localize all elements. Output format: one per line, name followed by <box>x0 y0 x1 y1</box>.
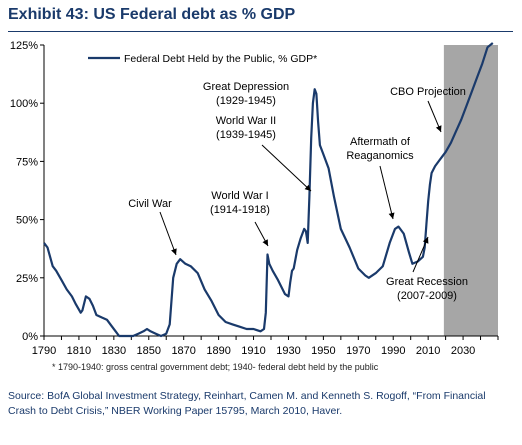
x-tick-label: 1850 <box>137 345 161 357</box>
arrow-great-recession-head <box>422 237 429 244</box>
x-tick-label: 1830 <box>102 345 126 357</box>
arrow-world-war-i-head <box>262 239 268 246</box>
series-layer <box>43 42 494 338</box>
arrow-reaganomics-head <box>388 212 395 219</box>
y-tick-label: 25% <box>16 273 38 285</box>
x-tick-label: 2030 <box>451 345 475 357</box>
axes: 0% 25% 50% 75% 100% 125% 1790 1810 1830 1850 1870 1… <box>10 40 499 357</box>
annotation-great-depression: Great Depression (1929-1945) <box>203 81 289 107</box>
x-tick-label: 1970 <box>346 345 370 357</box>
annotation-cbo-projection: CBO Projection <box>390 86 466 98</box>
x-tick-label: 1790 <box>32 345 56 357</box>
chart-title: Exhibit 43: US Federal debt as % GDP <box>8 6 296 23</box>
legend: Federal Debt Held by the Public, % GDP* <box>88 53 317 65</box>
annotations: Civil War World War I (1914-1918) Great Dep… <box>128 81 468 302</box>
annotation-world-war-i: World War I (1914-1918) <box>210 190 270 216</box>
legend-label: Federal Debt Held by the Public, % GDP* <box>124 53 317 65</box>
y-tick-label: 0% <box>22 331 38 343</box>
x-tick-label: 1870 <box>171 345 195 357</box>
x-tick-label: 1910 <box>241 345 265 357</box>
source-note: Source: BofA Global Investment Strategy,… <box>8 390 486 417</box>
title-divider <box>8 31 513 32</box>
x-tick-label: 1950 <box>311 345 335 357</box>
y-tick-label: 100% <box>10 98 38 110</box>
arrow-great-recession <box>412 236 429 273</box>
y-tick-label: 125% <box>10 40 38 52</box>
debt-chart: 0% 25% 50% 75% 100% 125% 1790 1810 1830 1850 1870 1… <box>10 40 499 357</box>
x-tick-label: 1990 <box>381 345 405 357</box>
arrow-cbo-projection-head <box>435 125 442 132</box>
arrow-reaganomics <box>379 165 394 220</box>
y-tick-label: 75% <box>16 156 38 168</box>
footnote: * 1790-1940: gross central government de… <box>52 362 379 372</box>
arrow-world-war-ii <box>261 144 312 192</box>
x-tick-label: 2010 <box>416 345 440 357</box>
x-tick-label: 1810 <box>67 345 91 357</box>
y-tick-label: 50% <box>16 215 38 227</box>
annotation-world-war-ii: World War II (1939-1945) <box>216 115 277 141</box>
x-tick-label: 1890 <box>206 345 230 357</box>
annotation-reaganomics: Aftermath of Reaganomics <box>346 136 414 162</box>
arrow-world-war-ii-head <box>304 184 311 191</box>
arrow-civil-war-head <box>171 248 177 255</box>
series-line-federal-debt <box>43 42 494 338</box>
x-tick-label: 1930 <box>276 345 300 357</box>
annotation-civil-war: Civil War <box>128 198 172 210</box>
arrow-civil-war <box>159 211 177 256</box>
annotation-great-recession: Great Recession (2007-2009) <box>386 276 468 302</box>
